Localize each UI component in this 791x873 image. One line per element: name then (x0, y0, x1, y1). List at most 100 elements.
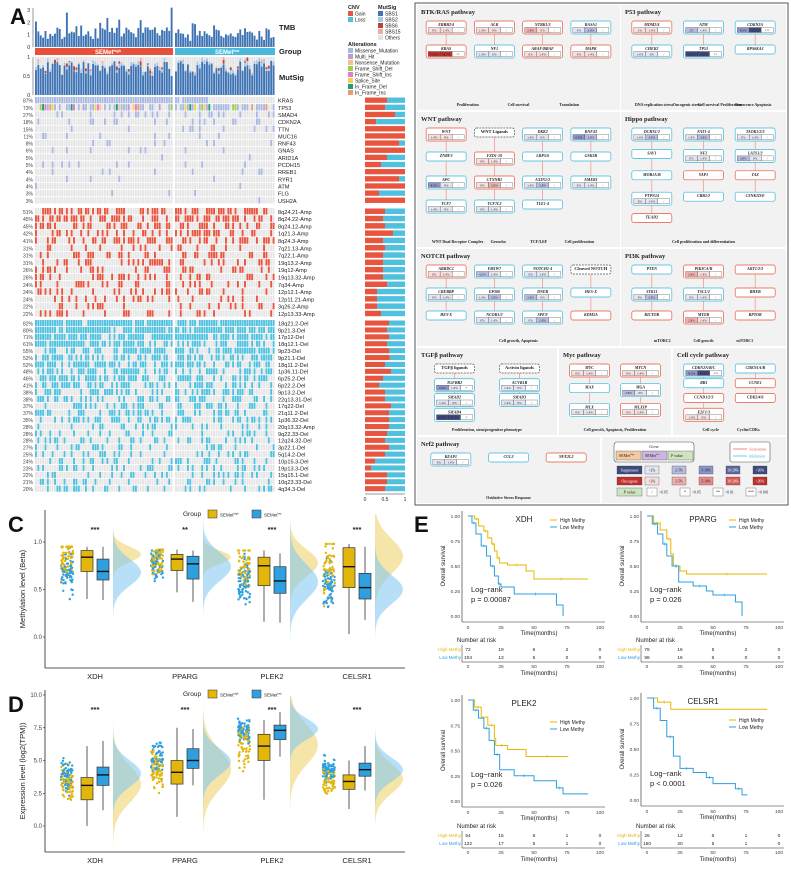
alteration-cell (68, 340, 71, 347)
empty-cell (51, 175, 54, 182)
empty-cell (158, 125, 161, 132)
empty-cell (251, 215, 254, 222)
empty-cell (203, 147, 206, 154)
alteration-cell (241, 229, 244, 237)
empty-cell (151, 161, 154, 168)
empty-cell (201, 368, 204, 375)
empty-cell (80, 182, 83, 190)
alteration-cell (101, 281, 104, 288)
empty-cell (96, 168, 99, 175)
alteration-cell (265, 273, 268, 281)
alteration-cell (232, 333, 235, 340)
alteration-cell (194, 395, 196, 402)
empty-cell (134, 182, 137, 190)
empty-cell (134, 168, 137, 175)
alteration-cell (80, 229, 83, 237)
mutsig-tick-label: 1 (27, 55, 30, 61)
empty-cell (139, 175, 142, 182)
empty-cell (175, 132, 177, 140)
alteration-cell (198, 320, 201, 327)
alteration-cell (134, 347, 137, 354)
alteration-cell (227, 281, 230, 288)
empty-cell (61, 229, 64, 237)
empty-cell (205, 189, 208, 197)
alteration-cell (168, 333, 171, 340)
empty-cell (267, 375, 270, 382)
alteration-cell (265, 208, 268, 215)
empty-cell (255, 175, 258, 182)
empty-cell (205, 244, 208, 251)
alteration-cell (61, 320, 64, 327)
empty-cell (108, 368, 111, 375)
alteration-cell (220, 326, 223, 333)
empty-cell (222, 168, 225, 175)
empty-cell (151, 368, 154, 375)
empty-cell (46, 197, 49, 204)
empty-cell (175, 340, 177, 347)
empty-cell (201, 118, 204, 125)
empty-cell (158, 281, 161, 288)
alteration-cell (203, 326, 206, 333)
row-percent: 31% (23, 261, 34, 267)
empty-cell (39, 237, 42, 244)
alteration-cell (115, 320, 118, 327)
alteration-cell (89, 266, 92, 273)
empty-cell (49, 182, 52, 190)
empty-cell (56, 375, 59, 382)
empty-cell (132, 154, 135, 161)
empty-cell (94, 251, 97, 259)
empty-cell (68, 347, 71, 354)
empty-cell (270, 111, 273, 118)
proportion-bar-low (385, 245, 405, 251)
empty-cell (168, 347, 171, 354)
empty-cell (258, 175, 261, 182)
empty-cell (179, 147, 182, 154)
mutsig-segment (142, 72, 145, 76)
alteration-cell (198, 310, 201, 317)
empty-cell (196, 189, 199, 197)
alteration-cell (65, 208, 68, 215)
alteration-cell (220, 251, 223, 259)
empty-cell (99, 340, 102, 347)
empty-cell (80, 139, 83, 147)
empty-cell (125, 251, 128, 259)
empty-cell (225, 273, 227, 281)
empty-cell (37, 125, 40, 132)
alteration-cell (118, 375, 121, 382)
alteration-cell (182, 237, 185, 244)
empty-cell (104, 154, 106, 161)
empty-cell (156, 161, 159, 168)
alteration-cell (51, 161, 54, 168)
alteration-cell (123, 104, 125, 111)
alteration-cell (165, 281, 168, 288)
alteration-cell (163, 266, 166, 273)
alteration-cell (39, 222, 42, 230)
mutsig-segment (239, 61, 242, 95)
empty-cell (196, 168, 199, 175)
empty-cell (179, 182, 182, 190)
alteration-cell (44, 132, 47, 140)
empty-cell (163, 125, 166, 132)
alteration-cell (118, 273, 121, 281)
empty-cell (170, 139, 173, 147)
empty-cell (179, 295, 182, 303)
tmb-bar (194, 24, 196, 47)
empty-cell (39, 208, 42, 215)
mutsig-segment (272, 61, 275, 66)
alteration-cell (182, 375, 185, 382)
empty-cell (248, 118, 251, 125)
empty-cell (234, 154, 237, 161)
empty-cell (101, 251, 104, 259)
empty-cell (175, 197, 177, 204)
empty-cell (92, 215, 95, 222)
alteration-cell (149, 382, 152, 389)
alteration-cell (225, 215, 227, 222)
alteration-cell (210, 320, 213, 327)
empty-cell (201, 273, 204, 281)
empty-cell (203, 197, 206, 204)
empty-cell (82, 147, 85, 154)
alteration-cell (158, 333, 161, 340)
empty-cell (37, 295, 40, 303)
mutsig-segment (158, 70, 161, 95)
tmb-bar (158, 35, 161, 47)
